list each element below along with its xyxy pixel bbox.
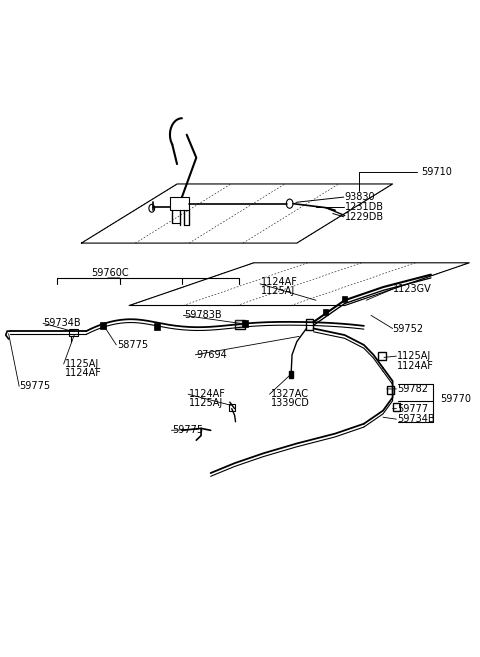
Bar bbox=[323, 309, 328, 315]
Text: 59783B: 59783B bbox=[184, 310, 222, 321]
Bar bbox=[154, 323, 160, 330]
Bar bbox=[235, 320, 245, 329]
Text: 59775: 59775 bbox=[19, 381, 50, 392]
Bar bbox=[378, 352, 386, 360]
Text: 1125AJ: 1125AJ bbox=[261, 286, 295, 296]
Text: 59734B: 59734B bbox=[397, 414, 435, 424]
Text: 1231DB: 1231DB bbox=[345, 202, 384, 212]
Bar bbox=[288, 371, 293, 378]
Bar bbox=[242, 320, 248, 327]
Bar bbox=[393, 403, 400, 411]
Text: 1229DB: 1229DB bbox=[345, 212, 384, 222]
Text: 1339CD: 1339CD bbox=[271, 398, 310, 409]
Text: 1327AC: 1327AC bbox=[271, 389, 309, 399]
Text: 58775: 58775 bbox=[117, 340, 148, 350]
Text: 59760C: 59760C bbox=[91, 268, 129, 278]
Text: 59782: 59782 bbox=[397, 384, 428, 394]
Text: 59710: 59710 bbox=[421, 167, 452, 177]
Text: 1124AF: 1124AF bbox=[189, 389, 226, 399]
Text: 93830: 93830 bbox=[345, 192, 375, 202]
Text: 59775: 59775 bbox=[172, 425, 204, 436]
Text: 1124AF: 1124AF bbox=[397, 361, 434, 371]
Bar bbox=[306, 319, 313, 330]
Text: 1124AF: 1124AF bbox=[261, 277, 298, 287]
Text: 59734B: 59734B bbox=[43, 318, 81, 328]
Bar bbox=[235, 320, 245, 329]
Bar bbox=[387, 386, 395, 394]
Text: 1125AJ: 1125AJ bbox=[65, 359, 99, 369]
Text: 1125AJ: 1125AJ bbox=[397, 351, 432, 361]
Text: 1125AJ: 1125AJ bbox=[189, 398, 223, 409]
Text: 59777: 59777 bbox=[397, 403, 429, 414]
Text: 1123GV: 1123GV bbox=[393, 284, 432, 294]
Bar bbox=[342, 296, 347, 302]
Bar bbox=[100, 322, 106, 328]
Bar bbox=[229, 404, 235, 411]
Text: 97694: 97694 bbox=[196, 350, 227, 360]
Bar bbox=[70, 328, 78, 336]
Text: 59752: 59752 bbox=[393, 323, 424, 334]
Text: 59770: 59770 bbox=[441, 394, 471, 404]
Text: 1124AF: 1124AF bbox=[65, 368, 101, 378]
